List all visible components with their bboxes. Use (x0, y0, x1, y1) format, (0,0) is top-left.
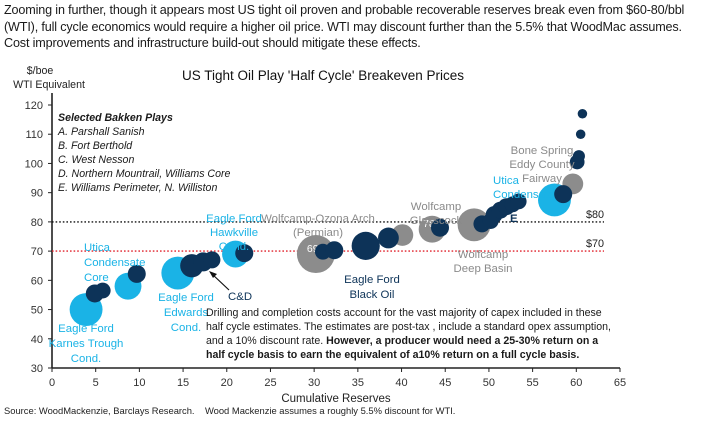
bubble-navy (577, 109, 588, 119)
x-tick-label: 45 (439, 377, 451, 389)
note-line: Drilling and completion costs account fo… (206, 307, 602, 319)
legend-item: E. Williams Perimeter, N. Williston (58, 182, 217, 194)
bubbles: 69 78 (69, 109, 588, 327)
bubble-navy (325, 241, 344, 260)
bubble-navy (575, 129, 586, 139)
bubble-navy (378, 227, 399, 249)
legend: Selected Bakken Plays A. Parshall Sanish B… (57, 112, 230, 194)
axes: 30 40 50 60 70 80 90 100 110 120 0 5 10 15 20 25 30 35 40 4… (25, 93, 626, 389)
bubble-value-label: 69 (307, 243, 319, 255)
reference-label-80: $80 (586, 209, 604, 221)
annotation-label: Utica Condensate Core (84, 242, 145, 284)
y-tick-label: 50 (31, 305, 43, 317)
bubble-navy (510, 193, 527, 210)
y-tick-label: 120 (25, 100, 43, 112)
note-line-bold: half cycle basis to earn the equivalent … (206, 349, 579, 361)
x-tick-label: 25 (264, 377, 276, 389)
legend-title: Selected Bakken Plays (58, 112, 173, 124)
bubble-navy (203, 251, 221, 269)
y-tick-label: 70 (31, 246, 43, 258)
x-tick-label: 30 (308, 377, 320, 389)
bubble-navy (127, 264, 146, 283)
source-footnote: Source: WoodMackenzie, Barclays Research… (4, 405, 456, 416)
annotation-arrowhead (209, 271, 217, 278)
x-tick-label: 10 (133, 377, 145, 389)
chart-title: US Tight Oil Play 'Half Cycle' Breakeven… (182, 68, 464, 83)
y-tick-label: 30 (31, 363, 43, 375)
bubble-navy (430, 218, 450, 237)
y-tick-label: 80 (31, 217, 43, 229)
annotation-arrow (211, 273, 230, 291)
annotation-label: Eagle Ford Black Oil (344, 274, 400, 301)
intro-paragraph: Zooming in further, though it appears mo… (4, 3, 685, 50)
reference-label-70: $70 (586, 238, 604, 250)
note-line: and a 10% discount rate. However, a prod… (206, 335, 598, 347)
annotation-label: Eagle Ford Edwards Cond. (158, 292, 214, 334)
annotation-label: C&D (228, 291, 252, 303)
bubble-navy (94, 282, 111, 299)
bubble-navy (572, 150, 585, 163)
x-tick-label: 65 (614, 377, 626, 389)
annotation-label: Wolfcamp Deep Basin (454, 249, 513, 275)
annotation-label: Bone Spring Eddy County Fairway (509, 145, 575, 185)
y-axis-label-line1: $/boe (27, 65, 54, 77)
x-tick-label: 5 (93, 377, 99, 389)
x-tick-label: 0 (49, 377, 55, 389)
y-tick-label: 40 (31, 334, 43, 346)
annotations: Eagle Ford Karnes Trough Cond. Utica Condens… (49, 145, 575, 365)
reference-lines: $80 $70 (52, 209, 604, 252)
y-tick-label: 110 (25, 129, 43, 141)
note-line: half cycle estimates. The estimates are … (206, 321, 611, 333)
y-tick-label: 90 (31, 188, 43, 200)
annotation-label: Eagle Ford Hawkville Cond. (206, 213, 262, 253)
y-axis-label-line2: WTI Equivalent (13, 79, 85, 91)
annotation-label: Wolfcamp-Ozona Arch (Permian) (261, 213, 375, 239)
x-tick-label: 40 (395, 377, 407, 389)
annotation-label: E (510, 213, 518, 225)
legend-item: D. Northern Mountrail, Williams Core (58, 168, 230, 180)
bubble-navy (235, 244, 254, 263)
bubble-value-label: 78 (423, 218, 435, 230)
legend-item: A. Parshall Sanish (57, 126, 145, 138)
x-tick-label: 15 (177, 377, 189, 389)
x-tick-label: 35 (352, 377, 364, 389)
legend-item: B. Fort Berthold (58, 140, 133, 152)
annotation-label: Wolfcamp Glasscock (410, 201, 463, 227)
methodology-note: Drilling and completion costs account fo… (206, 307, 611, 361)
x-tick-label: 20 (221, 377, 233, 389)
x-tick-label: 55 (526, 377, 538, 389)
annotation-label: Utica Condensate (493, 175, 554, 201)
x-tick-label: 50 (483, 377, 495, 389)
y-tick-label: 100 (25, 158, 43, 170)
x-tick-label: 60 (570, 377, 582, 389)
legend-item: C. West Nesson (58, 154, 134, 166)
x-axis-label: Cumulative Reserves (281, 393, 391, 405)
y-tick-label: 60 (31, 275, 43, 287)
annotation-label: Eagle Ford Karnes Trough Cond. (49, 323, 124, 365)
bubble-navy (554, 185, 573, 204)
bubble-navy (351, 231, 380, 260)
